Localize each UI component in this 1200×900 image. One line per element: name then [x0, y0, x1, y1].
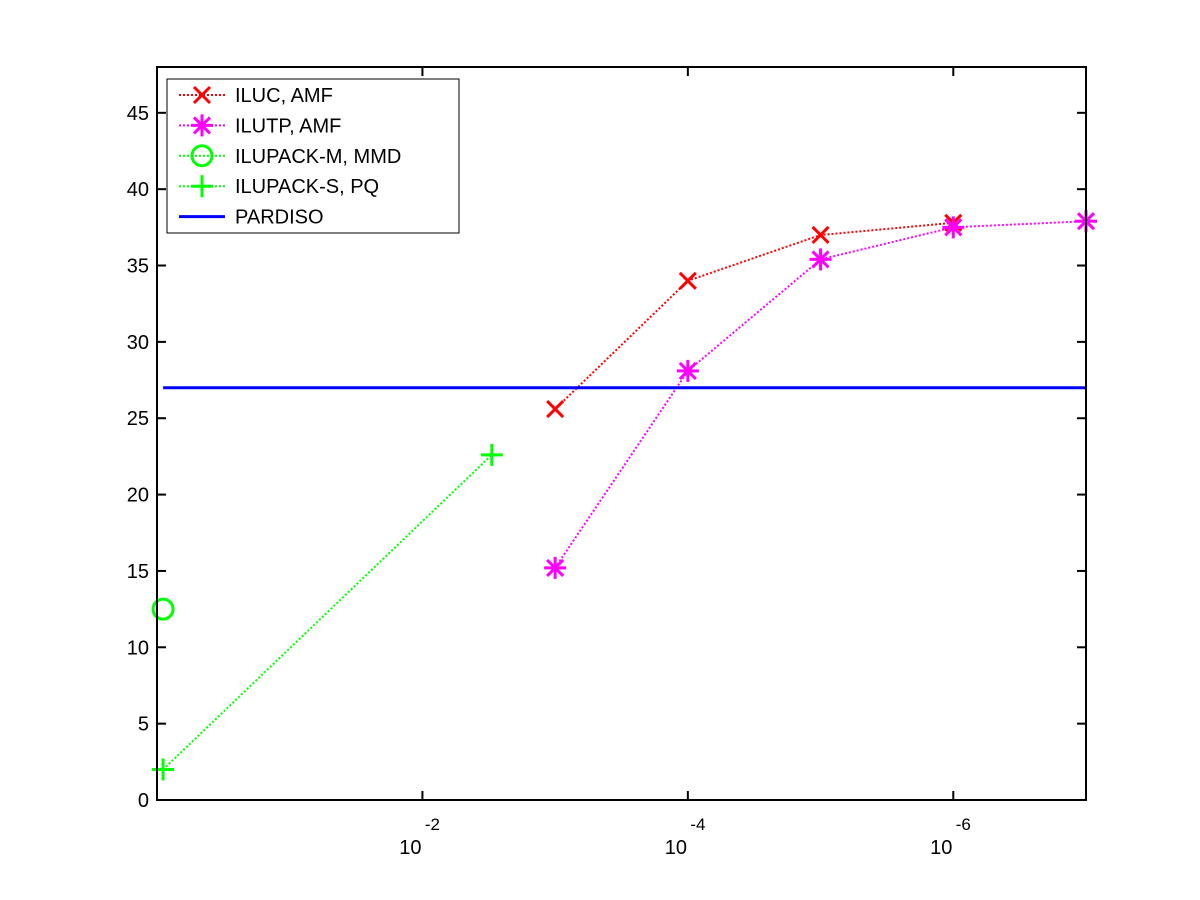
data-point-ilupack-s-pq-1: [152, 758, 175, 781]
legend-item-iluc-amf: ILUC, AMF: [179, 85, 333, 107]
legend: ILUC, AMF ILUTP, AMF ILUPACK-M, MMD ILUPACK…: [166, 78, 460, 234]
data-point-ilupack-m-mmd-1: [151, 597, 175, 621]
legend-marker-ilupack-m-mmd: [190, 144, 214, 168]
y-tick-label: 20: [127, 485, 149, 507]
y-tick-label: 40: [127, 179, 149, 201]
data-point-iluc-amf-1: [546, 400, 565, 419]
legend-label-ilupack-s-pq: ILUPACK-S, PQ: [235, 176, 379, 198]
x-tick-base: 10: [930, 837, 952, 859]
series-line-iluc-amf: [554, 221, 954, 410]
legend-label-iluc-amf: ILUC, AMF: [235, 85, 333, 107]
y-tick-label: 25: [127, 408, 149, 430]
data-point-iluc-amf-2: [678, 271, 697, 290]
data-point-ilutp-amf-2: [676, 359, 699, 382]
legend-item-ilutp-amf: ILUTP, AMF: [179, 114, 341, 137]
plot-frame: [156, 66, 1087, 801]
y-tick-label: 5: [138, 714, 149, 736]
x-tick-exponent: -4: [690, 815, 705, 834]
data-point-ilutp-amf-1: [544, 556, 567, 579]
y-tick-label: 45: [127, 103, 149, 125]
data-point-ilutp-amf-3: [809, 248, 832, 271]
legend-label-ilupack-m-mmd: ILUPACK-M, MMD: [235, 146, 401, 168]
x-tick-exponent: -6: [956, 815, 971, 834]
series-ilupack-s-pq: [152, 443, 503, 781]
y-tick-label: 35: [127, 256, 149, 278]
y-tick-label: 10: [127, 637, 149, 659]
legend-marker-iluc-amf: [192, 85, 212, 105]
data-point-ilutp-amf-4: [942, 216, 965, 239]
legend-label-pardiso: PARDISO: [235, 207, 324, 229]
data-point-iluc-amf-3: [811, 225, 830, 245]
series-ilupack-m-mmd: [151, 597, 175, 621]
x-tick-exponent: -2: [425, 815, 440, 834]
series-layer: [151, 210, 1097, 781]
legend-marker-ilutp-amf: [191, 114, 213, 137]
legend-marker-ilupack-s-pq: [191, 175, 213, 198]
legend-label-ilutp-amf: ILUTP, AMF: [235, 115, 341, 137]
data-point-ilupack-s-pq-2: [480, 443, 503, 466]
legend-item-pardiso: PARDISO: [179, 207, 324, 229]
x-tick-base: 10: [399, 837, 421, 859]
y-tick-label: 15: [127, 561, 149, 583]
legend-item-ilupack-m-mmd: ILUPACK-M, MMD: [179, 144, 401, 168]
x-tick-base: 10: [665, 837, 687, 859]
legend-item-ilupack-s-pq: ILUPACK-S, PQ: [179, 175, 379, 198]
y-tick-label: 0: [138, 790, 149, 812]
y-tick-label: 30: [127, 332, 149, 354]
